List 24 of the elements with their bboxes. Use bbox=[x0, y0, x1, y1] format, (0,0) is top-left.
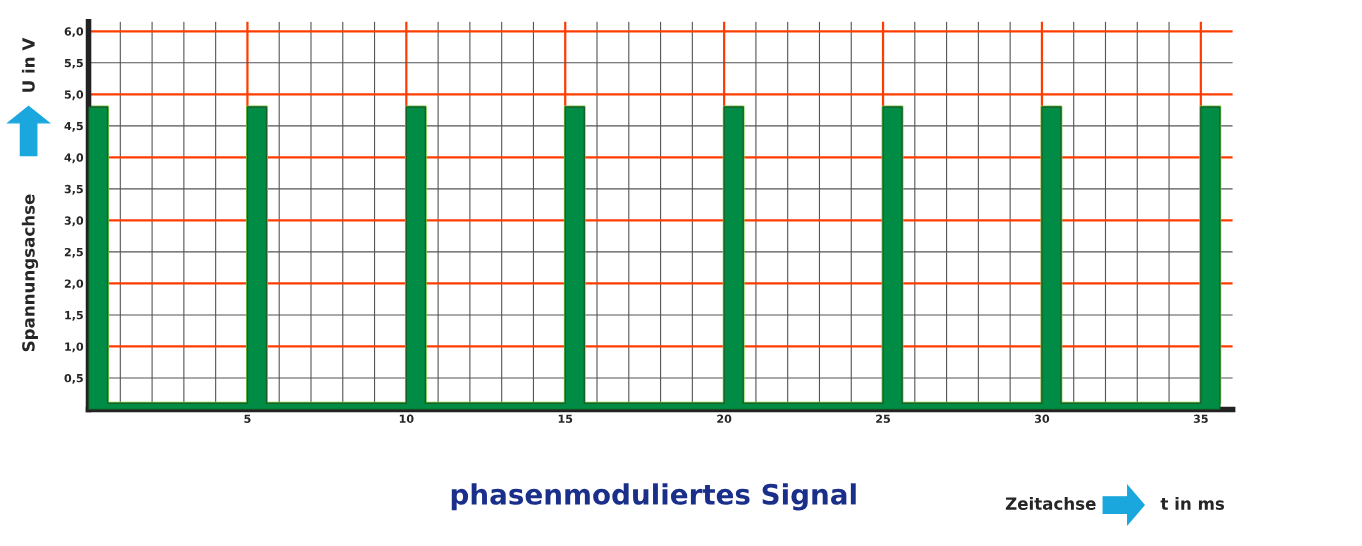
y-tick-label: 4,0 bbox=[64, 153, 84, 164]
y-tick-label: 1,5 bbox=[65, 311, 83, 321]
y-tick-label: 5,5 bbox=[64, 58, 83, 69]
y-tick-label: 2,0 bbox=[64, 279, 84, 290]
y-tick-label: 0,5 bbox=[64, 373, 83, 384]
y-tick-label: 6,0 bbox=[64, 27, 84, 38]
x-tick-label: 5 bbox=[244, 414, 251, 423]
x-tick-label: 10 bbox=[399, 414, 414, 423]
x-tick-label: 30 bbox=[1034, 414, 1050, 423]
x-tick-label: 15 bbox=[558, 414, 573, 423]
text: Zeitachse bbox=[1005, 496, 1096, 510]
text: Spannungsachse bbox=[21, 194, 39, 352]
x-tick-label: 35 bbox=[1193, 414, 1208, 423]
y-tick-label: 3,0 bbox=[64, 216, 84, 227]
x-tick-label: 25 bbox=[876, 414, 890, 423]
y-tick-label: 5,0 bbox=[64, 90, 84, 101]
x-tick-label: 20 bbox=[717, 414, 732, 423]
y-axis-title: U in V bbox=[21, 37, 35, 92]
text: phasenmoduliertes Signal bbox=[451, 483, 856, 511]
y-tick-label: 4,5 bbox=[64, 121, 83, 132]
y-tick-label: 3,5 bbox=[64, 184, 83, 195]
x-axis-title: t in ms bbox=[1160, 496, 1225, 510]
y-tick-label: 2,5 bbox=[64, 247, 83, 258]
y-tick-label: 1,0 bbox=[65, 342, 84, 353]
